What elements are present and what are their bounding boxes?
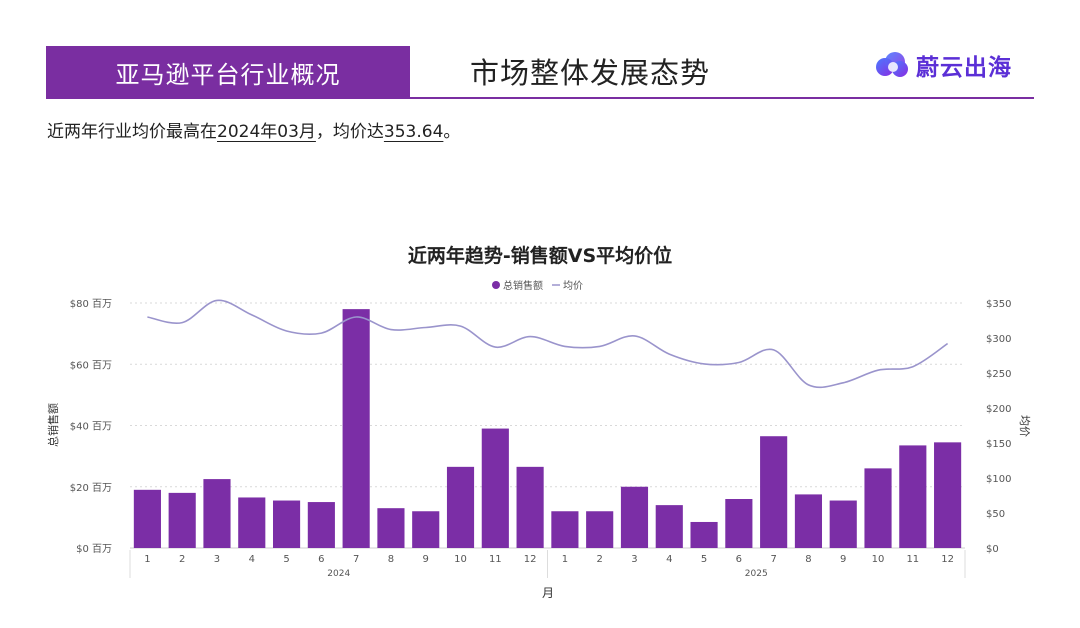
x-tick-label: 11	[906, 554, 919, 565]
sales-bar	[342, 309, 370, 548]
sales-bar	[168, 492, 196, 548]
x-tick-label: 1	[144, 554, 150, 565]
x-axis-year-labels: 2024 2025	[327, 569, 767, 579]
sales-bar	[725, 499, 753, 548]
sales-bars	[133, 309, 962, 548]
sales-bar	[934, 442, 962, 548]
x-tick-label: 4	[249, 554, 255, 565]
summary-part3: 。	[443, 122, 461, 142]
sales-bar	[446, 466, 475, 548]
section-title: 亚马逊平台行业概况	[115, 60, 341, 89]
sales-bar	[307, 502, 335, 548]
y-tick-label: $0 百万	[76, 543, 112, 555]
y2-tick-label: $150	[986, 439, 1011, 450]
x-tick-label: 9	[840, 554, 846, 565]
summary-highlight-value: 353.64	[383, 122, 444, 142]
chart-container: 近两年趋势-销售额VS平均价位 总销售额 均价 $0 百万 $20 百万 $40 百…	[0, 230, 1080, 624]
legend-label-line: 均价	[563, 280, 583, 292]
x-tick-label: 3	[214, 554, 220, 565]
y2-tick-label: $300	[986, 334, 1011, 345]
x-tick-label: 2	[179, 554, 185, 565]
x-axis-ticks: 1 2 3 4 5 6 7 8 9 10 11 12 1 2 3 4 5 6 7 8 9 10 11 12	[129, 550, 966, 578]
x-axis-label: 月	[542, 586, 554, 600]
x-tick-label: 11	[489, 554, 502, 565]
avg-price-line-path	[147, 299, 949, 389]
x-tick-label: 4	[666, 554, 672, 565]
sales-bar	[829, 500, 857, 548]
sales-bar	[203, 479, 231, 548]
x-tick-label: 5	[701, 554, 707, 565]
y2-tick-label: $350	[986, 299, 1011, 310]
y2-tick-label: $0	[986, 544, 999, 555]
x-tick-label: 6	[318, 554, 324, 565]
y-tick-label: $20 百万	[70, 482, 112, 494]
header-divider	[46, 97, 1034, 99]
page-header: 亚马逊平台行业概况 市场整体发展态势 蔚云出海	[0, 0, 1080, 100]
y2-tick-label: $200	[986, 404, 1011, 415]
x-tick-label: 10	[872, 554, 885, 565]
summary-part1: 近两年行业均价最高在	[47, 122, 217, 142]
y2-axis-label: 均价	[1018, 415, 1031, 437]
avg-price-line	[147, 299, 949, 389]
y-axis-label: 总销售额	[46, 403, 60, 447]
x-tick-label: 9	[423, 554, 429, 565]
summary-part2: ，均价达	[315, 122, 384, 142]
sales-bar	[620, 486, 649, 548]
brand-logo: 蔚云出海	[874, 48, 1012, 82]
sales-bar	[481, 428, 509, 548]
page-title: 市场整体发展态势	[470, 56, 711, 90]
sales-bar	[655, 505, 683, 548]
sales-bar	[272, 500, 301, 548]
chart-legend: 总销售额 均价	[492, 279, 583, 292]
x-tick-label: 10	[454, 554, 467, 565]
x-tick-label: 8	[805, 554, 811, 565]
right-axis-ticks: $0 $50 $100 $150 $200 $250 $300 $350	[986, 299, 1011, 555]
left-axis-ticks: $0 百万 $20 百万 $40 百万 $60 百万 $80 百万	[70, 298, 112, 555]
sales-bar	[690, 521, 718, 548]
y-tick-label: $80 百万	[70, 298, 112, 310]
y-tick-label: $60 百万	[70, 359, 112, 371]
x-tick-label: 1	[562, 554, 568, 565]
x-tick-label: 2	[597, 554, 603, 565]
summary-text: 近两年行业均价最高在2024年03月，均价达353.64。	[47, 117, 460, 142]
sales-bar	[516, 466, 544, 548]
y2-tick-label: $100	[986, 474, 1011, 485]
year-label: 2025	[745, 569, 768, 579]
legend-bar-swatch	[492, 281, 500, 289]
chart-title: 近两年趋势-销售额VS平均价位	[408, 244, 672, 267]
sales-bar	[377, 508, 405, 548]
y2-tick-label: $50	[986, 509, 1005, 520]
y-tick-label: $40 百万	[70, 421, 112, 433]
section-title-banner: 亚马逊平台行业概况	[46, 46, 410, 98]
cloud-logo-icon	[876, 52, 908, 77]
y2-tick-label: $250	[986, 369, 1011, 380]
sales-bar	[899, 445, 927, 548]
sales-bar	[238, 497, 266, 548]
x-tick-label: 8	[388, 554, 394, 565]
logo-text: 蔚云出海	[916, 55, 1012, 81]
sales-bar	[412, 511, 440, 548]
sales-bar	[864, 468, 892, 548]
sales-bar	[794, 494, 823, 548]
sales-bar	[760, 436, 788, 548]
sales-bar	[133, 489, 161, 548]
combo-chart: 近两年趋势-销售额VS平均价位 总销售额 均价 $0 百万 $20 百万 $40 百…	[46, 244, 1031, 600]
legend-label-bar: 总销售额	[503, 279, 543, 292]
year-label: 2024	[327, 569, 350, 579]
x-tick-label: 3	[631, 554, 637, 565]
sales-bar	[586, 511, 614, 548]
x-tick-label: 7	[770, 554, 776, 565]
summary-highlight-month: 2024年03月	[217, 122, 316, 142]
x-tick-label: 7	[353, 554, 359, 565]
x-tick-label: 6	[736, 554, 742, 565]
x-tick-label: 12	[941, 554, 954, 565]
x-tick-label: 12	[524, 554, 537, 565]
sales-bar	[551, 511, 579, 548]
x-tick-label: 5	[283, 554, 289, 565]
chart-gridlines	[130, 302, 965, 549]
